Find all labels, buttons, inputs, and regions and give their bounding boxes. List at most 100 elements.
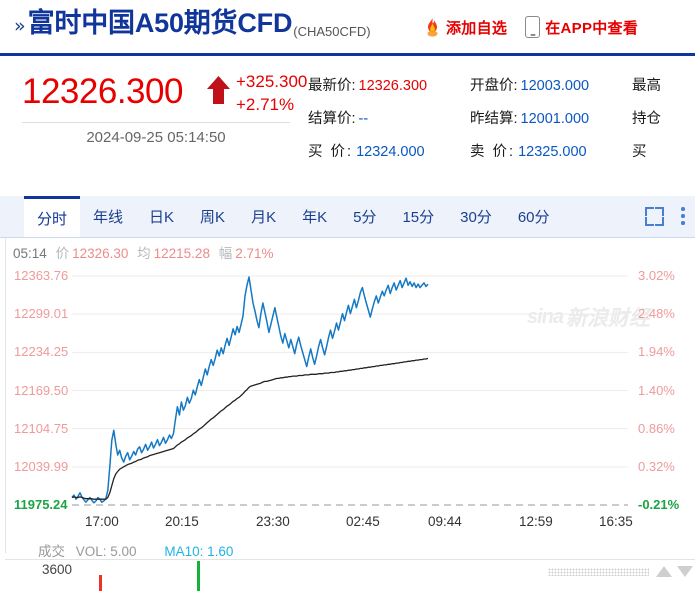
series-price	[71, 276, 429, 504]
field-value: --	[358, 111, 369, 127]
quote-divider	[22, 122, 290, 123]
tab-8[interactable]: 30分	[460, 209, 492, 226]
tab-4[interactable]: 月K	[251, 209, 277, 226]
chart-svg	[71, 275, 628, 506]
readout-price-value: 12326.30	[72, 246, 129, 261]
chart-plot-area[interactable]: 12363.76 3.02% 12299.01 2.48% 12234.25 1.94% 1…	[0, 238, 695, 591]
volume-ma-value: MA10: 1.60	[164, 544, 234, 559]
x-axis-label: 02:45	[346, 514, 380, 529]
field-open-price: 开盘价: 12003.000	[470, 74, 632, 95]
scroll-down-icon[interactable]	[677, 566, 693, 577]
kebab-menu-icon[interactable]	[681, 207, 686, 226]
field-label: 最高	[632, 78, 661, 94]
readout-amp-key: 幅	[218, 246, 233, 261]
y-axis-label: 12104.75	[14, 420, 69, 436]
fire-icon	[424, 17, 441, 37]
y-axis-label: 12169.50	[14, 382, 69, 398]
field-label: 买	[632, 144, 647, 160]
field-value: 12003.000	[520, 78, 590, 94]
field-ask-price: 卖 价: 12325.000	[470, 140, 632, 161]
table-row: 买 价: 12324.000 卖 价: 12325.000 买	[308, 134, 695, 167]
change-absolute: +325.300	[236, 72, 308, 91]
drag-handle[interactable]	[548, 568, 649, 576]
volume-header: 成交 VOL: 5.00 MA10: 1.60	[38, 540, 233, 560]
right-axis-label: 1.94%	[638, 344, 675, 360]
chart-readout: 05:14 价 12326.30 均 12215.28 幅 2.71%	[13, 242, 274, 262]
tab-9[interactable]: 60分	[517, 209, 550, 226]
field-settlement-price: 结算价: --	[308, 107, 470, 128]
page-header: » 富时中国A50期货CFD (CHA50CFD) 添加自选 在APP中查看	[0, 0, 695, 56]
readout-amp-value: 2.71%	[235, 246, 274, 261]
x-axis-label: 17:00	[85, 514, 119, 529]
header-actions: 添加自选 在APP中查看	[424, 16, 656, 38]
double-chevron-right-icon: »	[14, 15, 26, 37]
y-axis-label: 12363.76	[14, 268, 69, 283]
chart-scroll-controls[interactable]	[548, 564, 695, 580]
field-label: 卖 价:	[470, 144, 516, 160]
last-price: 12326.300	[22, 72, 183, 111]
intraday-chart[interactable]: 05:14 价 12326.30 均 12215.28 幅 2.71% sina 新浪…	[0, 238, 695, 591]
arrow-up-icon	[205, 75, 232, 105]
field-value: 12326.300	[358, 78, 428, 94]
x-axis-label: 20:15	[165, 514, 199, 529]
volume-title: 成交	[38, 544, 65, 559]
field-label: 最新价:	[308, 78, 356, 94]
field-label: 持仓	[632, 111, 661, 127]
table-row: 结算价: -- 昨结算: 12001.000 持仓	[308, 101, 695, 134]
tab-1[interactable]: 年线	[93, 209, 124, 226]
volume-max-label: 3600	[42, 562, 73, 577]
x-axis-label: 23:30	[256, 514, 290, 529]
phone-icon	[525, 16, 541, 38]
volume-bar	[99, 575, 102, 591]
table-row: 最新价: 12326.300 开盘价: 12003.000 最高	[308, 68, 695, 101]
field-label: 开盘价:	[470, 78, 518, 94]
header-underline	[0, 53, 695, 56]
series-average	[71, 357, 429, 500]
quote-timestamp: 2024-09-25 05:14:50	[86, 129, 226, 146]
right-axis-label: 2.48%	[638, 306, 675, 322]
tab-6[interactable]: 5分	[353, 209, 377, 226]
field-bid-price: 买 价: 12324.000	[308, 140, 470, 161]
field-label: 结算价:	[308, 111, 356, 127]
volume-panel: 成交 VOL: 5.00 MA10: 1.60 3600	[0, 538, 695, 591]
quote-summary: 12326.300 +325.300 +2.71% 2024-09-25 05:…	[0, 56, 695, 192]
fullscreen-expand-icon[interactable]	[645, 207, 664, 226]
tab-5[interactable]: 年K	[302, 209, 328, 226]
security-code: (CHA50CFD)	[293, 24, 371, 39]
readout-time: 05:14	[13, 246, 47, 261]
field-open-interest: 持仓	[632, 107, 695, 128]
tab-2[interactable]: 日K	[149, 209, 175, 226]
add-watchlist-button[interactable]: 添加自选	[424, 17, 507, 38]
field-high-price: 最高	[632, 74, 695, 95]
y-axis-label: 12234.25	[14, 344, 69, 360]
field-bid-volume: 买	[632, 140, 695, 161]
right-axis-label: -0.21%	[638, 497, 680, 512]
add-watchlist-label: 添加自选	[446, 19, 508, 37]
x-axis-label: 09:44	[428, 514, 462, 529]
tab-0[interactable]: 分时	[24, 196, 81, 237]
right-axis-label: 0.86%	[638, 420, 675, 436]
x-axis-label: 16:35	[599, 514, 633, 529]
volume-bar	[197, 561, 200, 591]
readout-avg-key: 均	[137, 246, 151, 261]
tab-3[interactable]: 周K	[200, 209, 226, 226]
view-in-app-label: 在APP中查看	[545, 19, 639, 37]
volume-value: VOL: 5.00	[75, 544, 137, 559]
readout-price-key: 价	[55, 246, 70, 261]
change-block: +325.300 +2.71%	[236, 70, 307, 117]
right-axis-label: 0.32%	[638, 458, 675, 474]
field-value: 12324.000	[356, 144, 425, 160]
tab-7[interactable]: 15分	[402, 209, 435, 226]
volume-separator	[5, 559, 695, 560]
view-in-app-button[interactable]: 在APP中查看	[525, 16, 638, 38]
right-axis-label: 1.40%	[638, 382, 675, 398]
scroll-up-icon[interactable]	[656, 566, 672, 577]
page-title: 富时中国A50期货CFD	[27, 8, 293, 38]
field-label: 昨结算:	[470, 111, 518, 127]
quote-detail-table: 最新价: 12326.300 开盘价: 12003.000 最高 结算价: -- 昨结…	[308, 68, 695, 167]
change-percent: +2.71%	[236, 95, 295, 115]
field-value: 12001.000	[520, 111, 590, 127]
field-label: 买 价:	[308, 144, 354, 160]
security-title-row: » 富时中国A50期货CFD (CHA50CFD)	[14, 8, 371, 40]
